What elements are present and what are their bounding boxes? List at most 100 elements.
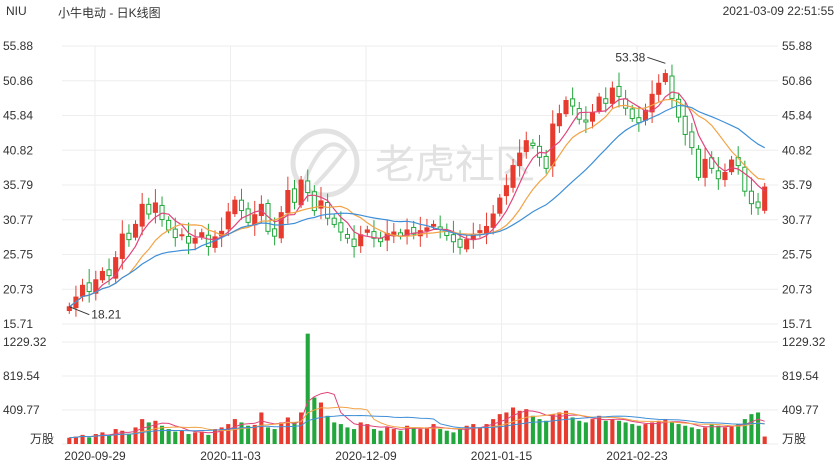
candle-body bbox=[126, 232, 132, 241]
candle-body bbox=[152, 202, 158, 213]
volume-bar bbox=[616, 420, 622, 444]
volume-bar bbox=[292, 422, 297, 444]
ma20-line bbox=[68, 104, 765, 308]
volume-bar bbox=[464, 425, 469, 444]
candle-body bbox=[457, 238, 463, 248]
volume-bar bbox=[206, 434, 211, 444]
volume-bar bbox=[166, 429, 171, 444]
candle-body bbox=[411, 226, 417, 235]
volume-bar bbox=[312, 397, 317, 444]
price-tick-label-left: 30.77 bbox=[3, 213, 33, 227]
volume-bar bbox=[80, 434, 85, 444]
volume-bar bbox=[318, 402, 324, 444]
ma5-line bbox=[68, 91, 766, 308]
volume-ma10-line bbox=[69, 406, 765, 439]
candle-body bbox=[325, 202, 331, 219]
volume-bar bbox=[517, 410, 522, 444]
price-tick-label-right: 55.88 bbox=[782, 39, 812, 53]
volume-bar bbox=[239, 422, 244, 444]
candle-body bbox=[742, 166, 748, 192]
watermark-text: 老虎社区 bbox=[375, 142, 535, 188]
volume-bar bbox=[146, 422, 151, 444]
volume-bar bbox=[179, 430, 184, 444]
volume-bar bbox=[689, 427, 694, 444]
volume-bar bbox=[703, 427, 708, 444]
candle-body bbox=[311, 191, 317, 212]
volume-bar bbox=[193, 432, 198, 444]
candle-body bbox=[132, 223, 139, 238]
volume-tick-label-right: 1229.32 bbox=[782, 335, 826, 349]
chart-header: NIU 小牛电动 - 日K线图 2021-03-09 22:51:55 bbox=[0, 0, 840, 22]
volume-bar bbox=[411, 427, 416, 444]
volume-bar bbox=[338, 424, 343, 444]
volume-bar bbox=[709, 424, 714, 444]
volume-bar bbox=[358, 422, 363, 444]
candle-body bbox=[762, 186, 768, 211]
candle-body bbox=[715, 170, 721, 180]
candle-body bbox=[185, 235, 192, 244]
volume-bar bbox=[332, 422, 337, 444]
volume-bar bbox=[252, 424, 257, 444]
candle-body bbox=[318, 200, 324, 209]
ticker-symbol: NIU bbox=[6, 4, 27, 18]
chart-title: 小牛电动 - 日K线图 bbox=[58, 6, 161, 20]
price-tick-label-left: 45.84 bbox=[3, 109, 33, 123]
volume-bar bbox=[550, 414, 555, 444]
volume-bar bbox=[676, 424, 681, 444]
volume-bar bbox=[656, 420, 661, 444]
volume-bar bbox=[259, 412, 264, 444]
volume-bar bbox=[73, 436, 78, 444]
volume-bar bbox=[199, 431, 204, 444]
price-tick-label-right: 40.82 bbox=[782, 143, 812, 157]
volume-bar bbox=[610, 419, 615, 444]
volume-bar bbox=[756, 412, 761, 444]
candle-body bbox=[676, 98, 682, 118]
volume-bar bbox=[173, 431, 178, 444]
volume-bar bbox=[67, 437, 72, 444]
watermark: 老虎社区 bbox=[290, 128, 535, 198]
volume-bar bbox=[729, 425, 734, 444]
volume-bar bbox=[246, 425, 251, 444]
volume-bar bbox=[120, 430, 125, 444]
date-tick-label: 2021-01-15 bbox=[471, 449, 533, 463]
candle-body bbox=[305, 180, 311, 194]
volume-bar bbox=[126, 434, 131, 444]
volume-bar bbox=[272, 429, 277, 444]
moving-averages bbox=[68, 91, 766, 439]
price-tick-label-right: 25.75 bbox=[782, 248, 812, 262]
ma10-line bbox=[68, 98, 765, 308]
volume-bar bbox=[212, 429, 218, 444]
volume-bar bbox=[398, 430, 403, 444]
volume-bar bbox=[159, 425, 165, 444]
volume-bar bbox=[345, 427, 350, 444]
candle-body bbox=[748, 190, 754, 205]
annotations: 53.38 18.21 bbox=[69, 50, 666, 322]
candle-body bbox=[629, 108, 635, 120]
candle-body bbox=[424, 227, 430, 232]
volume-bar bbox=[378, 430, 383, 444]
volume-bar bbox=[325, 415, 330, 444]
candle-body bbox=[609, 87, 615, 104]
date-tick-label: 2020-12-09 bbox=[335, 449, 397, 463]
candle-body bbox=[146, 203, 152, 215]
candle-body bbox=[570, 98, 576, 107]
volume-bar bbox=[497, 414, 502, 444]
volume-bar bbox=[371, 429, 377, 444]
candle-body bbox=[589, 112, 596, 122]
candle-body bbox=[695, 148, 702, 178]
volume-unit-label-right: 万股 bbox=[782, 432, 806, 446]
volume-bar bbox=[630, 424, 635, 444]
volume-bar bbox=[106, 435, 112, 444]
high-marker-line bbox=[647, 56, 666, 64]
candle-body bbox=[431, 223, 437, 227]
candle-body bbox=[576, 108, 582, 120]
volume-bar bbox=[762, 436, 767, 444]
volume-bar bbox=[736, 424, 741, 444]
candle-body bbox=[166, 219, 172, 231]
candle-body bbox=[583, 119, 589, 123]
volume-tick-label-right: 409.77 bbox=[782, 403, 819, 417]
candle-body bbox=[232, 199, 238, 215]
candle-body bbox=[371, 231, 377, 239]
candle-body bbox=[86, 282, 92, 293]
candle-body bbox=[113, 257, 119, 279]
